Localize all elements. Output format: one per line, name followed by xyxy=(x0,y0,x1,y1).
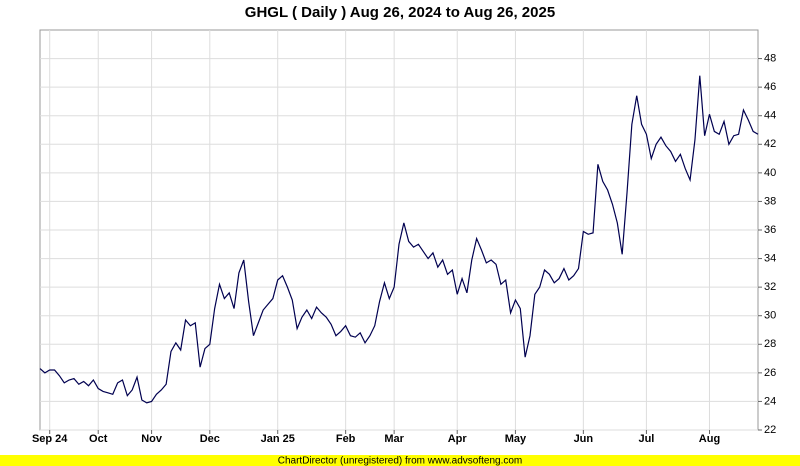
footer-bar xyxy=(0,455,800,466)
y-tick-label: 38 xyxy=(764,195,776,207)
x-tick-label: Mar xyxy=(384,433,404,445)
x-tick-label: Oct xyxy=(89,433,108,445)
x-tick-label: Jan 25 xyxy=(261,433,295,445)
y-tick-label: 40 xyxy=(764,167,776,179)
x-tick-label: Jun xyxy=(574,433,594,445)
price-line xyxy=(39,75,759,404)
chart-title: GHGL ( Daily ) Aug 26, 2024 to Aug 26, 2… xyxy=(245,4,555,21)
y-tick-label: 30 xyxy=(764,310,776,322)
x-tick-label: Apr xyxy=(448,433,468,445)
y-tick-label: 32 xyxy=(764,281,776,293)
x-tick-label: Nov xyxy=(141,433,163,445)
x-tick-label: Dec xyxy=(200,433,220,445)
y-tick-label: 36 xyxy=(764,224,776,236)
y-tick-label: 48 xyxy=(764,52,776,64)
y-tick-label: 24 xyxy=(764,395,776,407)
x-tick-label: May xyxy=(505,433,527,445)
y-tick-label: 42 xyxy=(764,138,776,150)
y-tick-label: 28 xyxy=(764,338,776,350)
x-tick-label: Sep 24 xyxy=(32,433,68,445)
y-tick-label: 22 xyxy=(764,424,776,436)
y-tick-label: 34 xyxy=(764,252,776,264)
y-tick-label: 44 xyxy=(764,110,776,122)
y-tick-label: 46 xyxy=(764,81,776,93)
footer: ChartDirector (unregistered) from www.ad… xyxy=(278,456,523,466)
x-tick-label: Feb xyxy=(336,433,356,445)
x-tick-label: Aug xyxy=(699,433,720,445)
x-tick-label: Jul xyxy=(638,433,654,445)
y-tick-label: 26 xyxy=(764,367,776,379)
